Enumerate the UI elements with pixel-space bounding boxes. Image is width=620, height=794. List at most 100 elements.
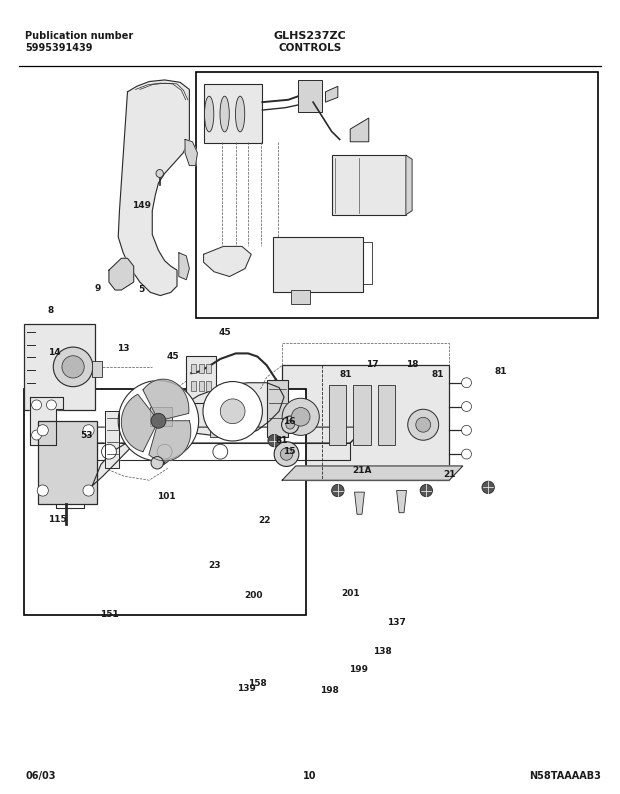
Text: 9: 9 xyxy=(94,284,100,293)
Bar xyxy=(273,237,363,292)
Polygon shape xyxy=(56,443,97,508)
Circle shape xyxy=(461,449,471,459)
Text: 53: 53 xyxy=(80,430,92,440)
Circle shape xyxy=(83,485,94,496)
Bar xyxy=(195,72,598,318)
Text: 137: 137 xyxy=(387,618,406,626)
Bar xyxy=(151,407,172,426)
Bar xyxy=(353,385,371,445)
Polygon shape xyxy=(350,118,369,142)
Text: 17: 17 xyxy=(366,360,378,369)
Text: 81: 81 xyxy=(494,367,507,376)
Text: 198: 198 xyxy=(320,686,339,695)
Polygon shape xyxy=(355,492,365,515)
Polygon shape xyxy=(122,395,159,452)
Bar xyxy=(282,365,449,480)
Circle shape xyxy=(32,400,42,410)
Bar xyxy=(191,381,196,391)
Circle shape xyxy=(408,409,439,440)
Circle shape xyxy=(83,425,94,436)
Text: Publication number: Publication number xyxy=(25,31,134,40)
Bar xyxy=(203,84,262,144)
Text: 200: 200 xyxy=(244,592,263,600)
Circle shape xyxy=(62,356,84,378)
Text: 151: 151 xyxy=(100,611,118,619)
Polygon shape xyxy=(56,427,366,443)
Text: CONTROLS: CONTROLS xyxy=(278,44,342,53)
Text: 81: 81 xyxy=(431,369,444,379)
Circle shape xyxy=(220,399,245,424)
Ellipse shape xyxy=(205,96,214,132)
Bar xyxy=(267,380,288,437)
Text: 81: 81 xyxy=(340,369,352,379)
Bar xyxy=(24,324,95,410)
Polygon shape xyxy=(149,421,191,461)
Text: 21A: 21A xyxy=(352,466,372,476)
Polygon shape xyxy=(30,397,63,445)
Text: 149: 149 xyxy=(132,202,151,210)
Text: 13: 13 xyxy=(117,344,130,353)
Bar xyxy=(38,421,97,504)
Text: 45: 45 xyxy=(218,327,231,337)
Polygon shape xyxy=(179,252,189,279)
Bar xyxy=(210,418,231,437)
Text: 45: 45 xyxy=(166,352,179,361)
Text: 81: 81 xyxy=(276,436,288,445)
Text: ReplaceamentParts.com: ReplaceamentParts.com xyxy=(197,438,324,448)
Circle shape xyxy=(37,425,48,436)
Circle shape xyxy=(482,481,494,494)
Circle shape xyxy=(151,457,164,469)
Circle shape xyxy=(32,430,42,440)
Circle shape xyxy=(281,416,299,434)
Polygon shape xyxy=(326,87,338,102)
Polygon shape xyxy=(92,383,284,486)
Polygon shape xyxy=(109,258,134,290)
Circle shape xyxy=(203,382,262,441)
Circle shape xyxy=(461,378,471,387)
Text: 23: 23 xyxy=(208,561,220,569)
Circle shape xyxy=(274,441,299,466)
Polygon shape xyxy=(118,80,189,295)
Circle shape xyxy=(157,445,172,459)
Bar xyxy=(332,156,406,214)
Circle shape xyxy=(461,426,471,435)
Circle shape xyxy=(461,402,471,411)
Ellipse shape xyxy=(156,170,164,177)
Text: GLHS237ZC: GLHS237ZC xyxy=(273,31,347,40)
Circle shape xyxy=(420,484,433,497)
Bar xyxy=(206,364,211,373)
Circle shape xyxy=(282,399,319,435)
Bar xyxy=(206,381,211,391)
Circle shape xyxy=(53,347,93,387)
Polygon shape xyxy=(203,246,251,276)
Text: 8: 8 xyxy=(47,306,53,315)
Text: 10: 10 xyxy=(303,771,317,781)
Text: 06/03: 06/03 xyxy=(25,771,56,781)
Text: 21: 21 xyxy=(443,470,456,479)
Circle shape xyxy=(118,380,198,461)
Text: 18: 18 xyxy=(407,360,419,369)
Text: 158: 158 xyxy=(248,680,267,688)
Circle shape xyxy=(286,420,294,429)
Text: 14: 14 xyxy=(48,348,61,357)
Polygon shape xyxy=(406,156,412,214)
Bar xyxy=(92,361,102,377)
Polygon shape xyxy=(105,411,120,468)
Text: 139: 139 xyxy=(237,684,256,693)
Text: 15: 15 xyxy=(283,447,296,457)
Polygon shape xyxy=(397,491,407,513)
Circle shape xyxy=(332,484,344,497)
Text: 16: 16 xyxy=(283,417,296,426)
Circle shape xyxy=(291,407,310,426)
Polygon shape xyxy=(282,466,463,480)
Polygon shape xyxy=(56,443,350,461)
Circle shape xyxy=(275,445,290,459)
Circle shape xyxy=(102,445,117,459)
Bar xyxy=(186,356,216,403)
Bar xyxy=(198,381,203,391)
Bar xyxy=(298,80,322,112)
Polygon shape xyxy=(143,380,189,421)
Bar xyxy=(378,385,396,445)
Text: 5995391439: 5995391439 xyxy=(25,43,93,52)
Text: 22: 22 xyxy=(259,516,271,525)
